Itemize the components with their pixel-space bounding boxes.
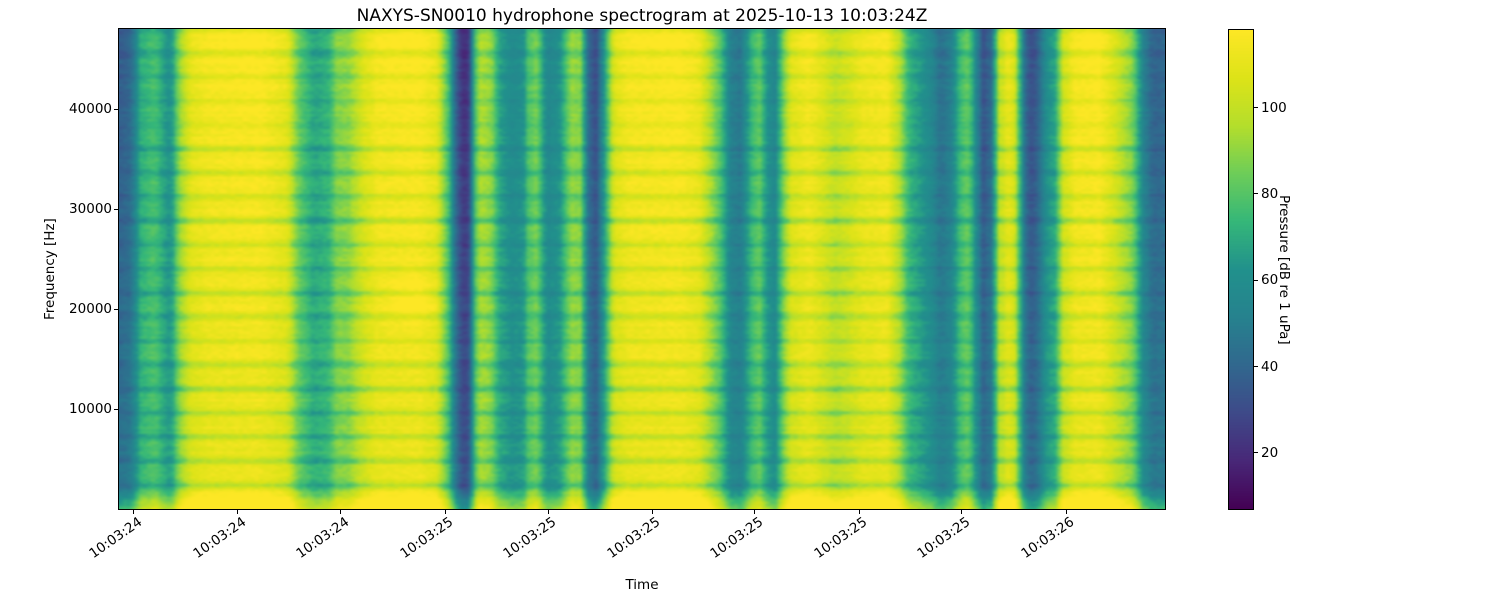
x-tick-label: 10:03:25: [707, 514, 767, 562]
y-tick-mark: [114, 308, 118, 310]
x-tick-label: 10:03:24: [293, 514, 353, 562]
x-tick-label: 10:03:25: [914, 514, 974, 562]
y-tick-mark: [114, 208, 118, 210]
colorbar-tick-label: 100: [1261, 99, 1287, 116]
y-tick-label: 10000: [69, 401, 112, 417]
y-tick-mark: [114, 108, 118, 110]
x-tick-label: 10:03:26: [1018, 514, 1078, 562]
y-tick-mark: [114, 408, 118, 410]
y-tick-label: 30000: [69, 201, 112, 217]
x-tick-mark: [754, 510, 756, 514]
x-tick-label: 10:03:25: [604, 514, 664, 562]
colorbar-tick-label: 40: [1261, 358, 1279, 375]
x-tick-mark: [237, 510, 238, 514]
colorbar-tick-mark: [1254, 452, 1258, 454]
plot-area: [118, 28, 1166, 510]
colorbar: [1228, 29, 1254, 510]
x-tick-label: 10:03:24: [86, 514, 146, 562]
x-axis-label: Time: [625, 577, 659, 593]
x-tick-mark: [340, 510, 342, 514]
x-tick-mark: [858, 510, 860, 514]
colorbar-tick-mark: [1254, 366, 1258, 368]
colorbar-tick-mark: [1254, 193, 1258, 195]
colorbar-tick-label: 20: [1261, 444, 1279, 461]
colorbar-label: Pressure [dB re 1 uPa]: [1276, 194, 1292, 345]
x-tick-mark: [444, 510, 446, 514]
x-tick-label: 10:03:25: [811, 514, 871, 562]
plot-title: NAXYS-SN0010 hydrophone spectrogram at 2…: [356, 6, 928, 26]
x-tick-label: 10:03:25: [397, 514, 457, 562]
x-tick-label: 10:03:24: [189, 514, 249, 562]
x-tick-mark: [547, 510, 549, 514]
colorbar-tick-label: 60: [1261, 272, 1279, 289]
colorbar-gradient: [1229, 30, 1253, 509]
x-tick-label: 10:03:25: [500, 514, 560, 562]
colorbar-tick-mark: [1254, 279, 1258, 281]
y-tick-label: 20000: [69, 301, 112, 317]
x-tick-mark: [961, 510, 963, 514]
x-tick-mark: [1065, 510, 1067, 514]
x-tick-mark: [133, 510, 135, 514]
y-tick-label: 40000: [69, 101, 112, 117]
x-tick-mark: [651, 510, 653, 514]
spectrogram-image: [119, 29, 1165, 509]
colorbar-tick-label: 80: [1261, 185, 1279, 202]
colorbar-tick-mark: [1254, 107, 1258, 109]
